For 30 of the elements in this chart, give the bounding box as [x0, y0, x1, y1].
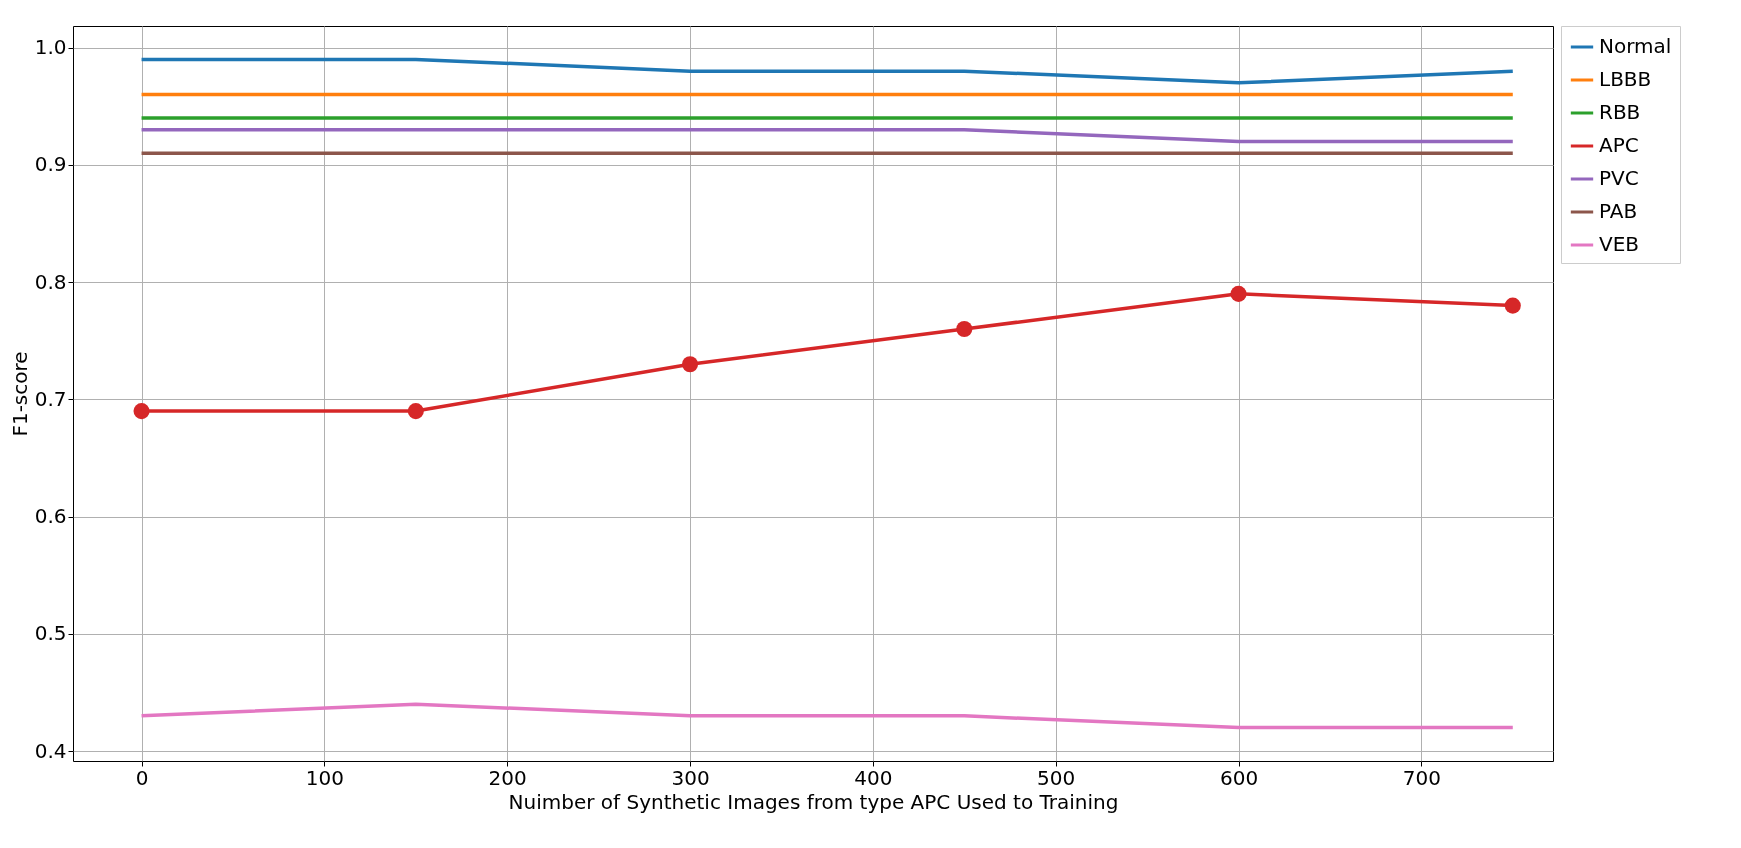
legend-label: RBB [1599, 100, 1641, 124]
y-tick-label: 0.9 [34, 152, 67, 177]
x-tick-label: 600 [1219, 765, 1259, 790]
x-tick-label: 500 [1037, 765, 1076, 790]
point [681, 356, 699, 373]
legend-label: PAB [1599, 199, 1638, 223]
y-tick-label: 0.5 [34, 621, 67, 646]
y-tick-label: 0.4 [34, 738, 67, 763]
y-tick-label: 0.6 [34, 504, 67, 529]
point [133, 403, 150, 420]
x-tick-label: 700 [1402, 765, 1441, 790]
y-tick-label: 1.0 [34, 35, 67, 60]
point [956, 320, 973, 338]
x-tick-label: 100 [305, 765, 344, 790]
legend-label: Normal [1599, 34, 1672, 58]
x-tick-label: 0 [135, 765, 149, 790]
x-tick-label: 200 [488, 765, 527, 790]
x-axis-title: Nuimber of Synthetic Images from type APC Used to Training [508, 789, 1119, 814]
legend-label: PVC [1599, 166, 1639, 190]
point [1230, 285, 1247, 302]
point [1504, 297, 1521, 314]
legend-label: APC [1599, 133, 1639, 157]
x-tick-label: 300 [671, 765, 710, 790]
legend-label: VEB [1599, 232, 1640, 256]
x-tick-label: 400 [854, 765, 893, 790]
point [407, 403, 424, 420]
y-tick-label: 0.7 [34, 386, 67, 411]
y-tick-label: 0.8 [34, 269, 67, 294]
legend-label: LBBB [1599, 67, 1652, 91]
y-axis-title: F1-score [7, 351, 32, 437]
